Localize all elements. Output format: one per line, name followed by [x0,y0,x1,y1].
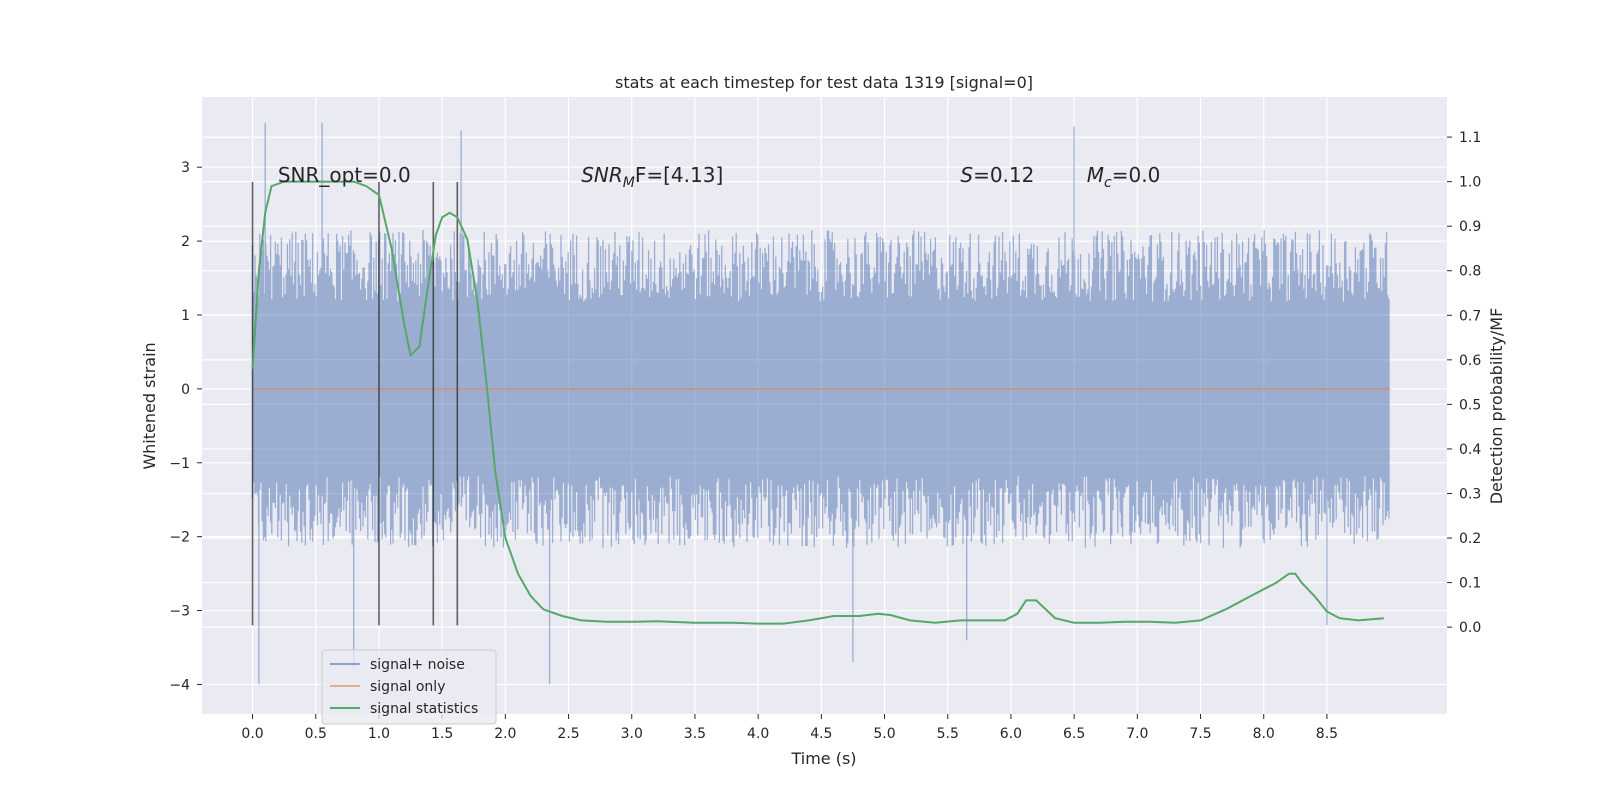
y-axis-label: Whitened strain [140,342,159,469]
y2-tick-label-8: 0.8 [1459,264,1481,280]
x-tick-label-8: 4.0 [747,726,769,742]
legend-box [321,649,497,725]
chart-title: stats at each timestep for test data 131… [615,73,1033,92]
y-tick-label-4: 0 [181,382,190,398]
x-tick-label-9: 4.5 [810,726,832,742]
y2-tick-label-6: 0.6 [1459,353,1481,369]
y2-tick-label-4: 0.4 [1459,442,1481,458]
stats-series [251,180,1384,625]
annotation-s: S=0.12 [960,163,1034,187]
annotations: SNR_opt=0.0 SNRMF=[4.13] S=0.12 Mc=0.0 [278,163,1160,191]
y2-axis-ticks: 0.0 0.1 0.2 0.3 0.4 0.5 0.6 0.7 0.8 0.9 1.0 1.1 [1447,130,1481,636]
x-tick-label-1: 0.5 [305,726,327,742]
legend-label-noise: signal+ noise [370,657,465,673]
x-tick-label-5: 2.5 [557,726,579,742]
x-tick-label-0: 0.0 [241,726,263,742]
y-tick-label-1: −3 [169,604,190,620]
x-tick-label-3: 1.5 [431,726,453,742]
x-tick-label-2: 1.0 [368,726,390,742]
y-tick-label-0: −4 [169,677,190,693]
x-axis-label: Time (s) [790,749,856,768]
y-tick-label-5: 1 [181,308,190,324]
y2-tick-label-10: 1.0 [1459,175,1481,191]
annotation-mc: Mc=0.0 [1087,163,1161,191]
y-tick-label-3: −1 [169,456,190,472]
y2-tick-label-1: 0.1 [1459,576,1481,592]
x-tick-label-15: 7.5 [1189,726,1211,742]
y2-tick-label-0: 0.0 [1459,620,1481,636]
y2-tick-label-9: 0.9 [1459,219,1481,235]
y2-tick-label-2: 0.2 [1459,531,1481,547]
x-tick-label-14: 7.0 [1126,726,1148,742]
x-tick-label-16: 8.0 [1253,726,1275,742]
y2-tick-label-11: 1.1 [1459,130,1481,146]
legend: signal+ noise signal only signal statist… [321,649,497,725]
annotation-snr-opt: SNR_opt=0.0 [278,163,411,187]
x-axis-ticks: 0.0 0.5 1.0 1.5 2.0 2.5 3.0 3.5 4.0 4.5 5.0 5.5 6.0 6… [241,714,1338,742]
x-tick-label-7: 3.5 [684,726,706,742]
legend-label-stats: signal statistics [370,701,478,717]
stats-line [251,180,1384,625]
y2-axis-label: Detection probability/MF [1487,308,1506,505]
y2-tick-label-5: 0.5 [1459,397,1481,413]
y-tick-label-7: 3 [181,160,190,176]
y-tick-label-2: −2 [169,530,190,546]
legend-label-signal: signal only [370,679,445,695]
y2-tick-label-3: 0.3 [1459,486,1481,502]
x-tick-label-17: 8.5 [1316,726,1338,742]
x-tick-label-13: 6.5 [1063,726,1085,742]
y2-tick-label-7: 0.7 [1459,308,1481,324]
x-tick-label-6: 3.0 [621,726,643,742]
x-tick-label-12: 6.0 [1000,726,1022,742]
x-tick-label-10: 5.0 [873,726,895,742]
annotation-snr-mf: SNRMF=[4.13] [581,163,723,191]
y-tick-label-6: 2 [181,234,190,250]
y-axis-ticks: −4 −3 −2 −1 0 1 2 3 [169,160,202,693]
x-tick-label-4: 2.0 [494,726,516,742]
x-tick-label-11: 5.5 [937,726,959,742]
